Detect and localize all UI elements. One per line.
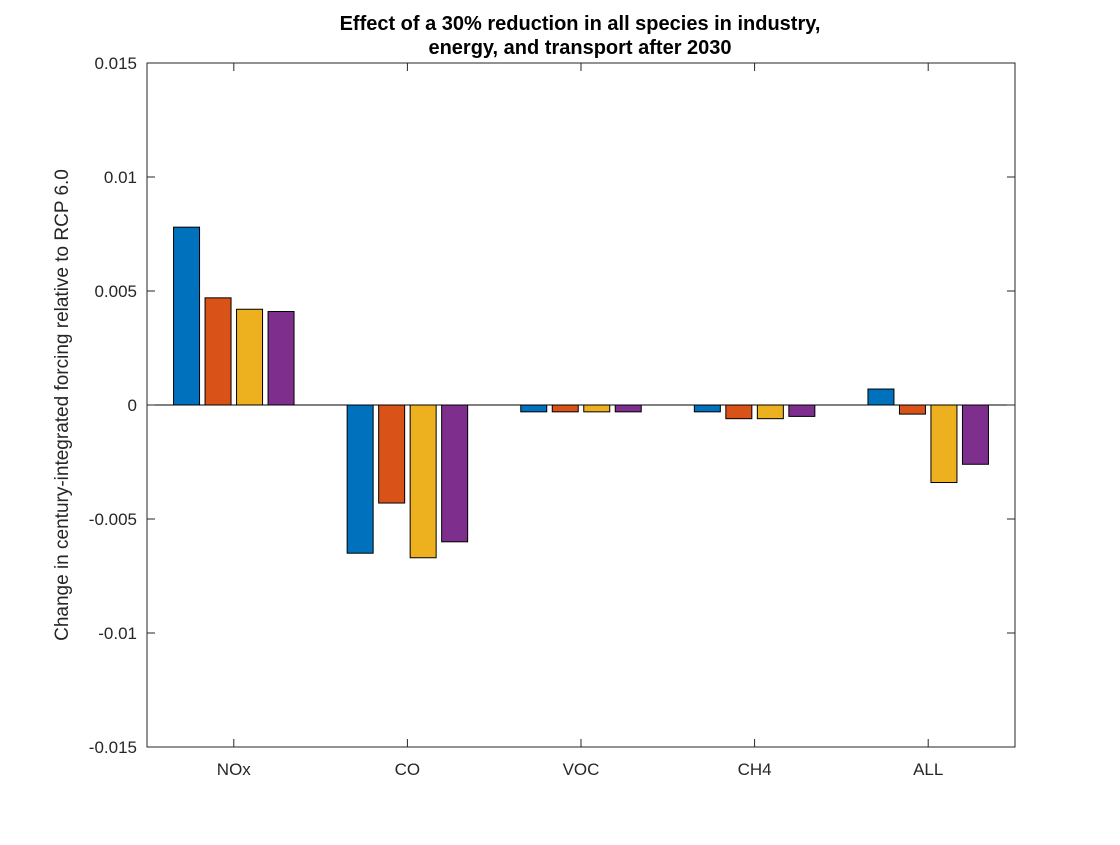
bar-voc-series-4 bbox=[614, 404, 642, 413]
bar-ch4-series-2 bbox=[725, 404, 753, 420]
bar-all-series-2 bbox=[898, 404, 926, 415]
bar-voc-series-1 bbox=[520, 404, 548, 413]
x-tick-label-ch4: CH4 bbox=[738, 760, 772, 779]
bar-co-series-4 bbox=[441, 404, 469, 543]
bar-co-series-3 bbox=[409, 404, 437, 559]
plot-area: -0.015 -0.01 -0.005 0 0.005 0.01 0.015 NOx CO VOC… bbox=[89, 54, 1016, 779]
x-tick-label-voc: VOC bbox=[563, 760, 600, 779]
y-axis-label: Change in century-integrated forcing rel… bbox=[52, 169, 73, 641]
bar-co-series-1 bbox=[346, 404, 374, 554]
bar-all-series-4 bbox=[961, 404, 989, 465]
y-tick-label: 0.005 bbox=[94, 282, 137, 301]
y-tick-label: 0.015 bbox=[94, 54, 137, 73]
bar-all-series-1 bbox=[867, 388, 895, 406]
x-tick-label-nox: NOx bbox=[217, 760, 252, 779]
bar-nox-series-3 bbox=[236, 308, 264, 406]
bar-co-series-2 bbox=[378, 404, 406, 504]
bar-nox-series-2 bbox=[204, 297, 232, 406]
chart-title-line-1: Effect of a 30% reduction in all species… bbox=[340, 13, 821, 35]
y-tick-label: -0.015 bbox=[89, 738, 137, 757]
bar-all-series-3 bbox=[930, 404, 958, 484]
chart-title-line-2: energy, and transport after 2030 bbox=[428, 37, 731, 59]
y-tick-label: -0.01 bbox=[98, 624, 137, 643]
bar-nox-series-4 bbox=[267, 311, 295, 406]
x-tick-label-all: ALL bbox=[913, 760, 943, 779]
y-tick-label: 0 bbox=[128, 396, 137, 415]
bar-ch4-series-4 bbox=[788, 404, 816, 417]
x-tick-label-co: CO bbox=[395, 760, 421, 779]
bar-voc-series-2 bbox=[551, 404, 579, 413]
bar-nox-series-1 bbox=[173, 226, 201, 406]
chart-title: Effect of a 30% reduction in all species… bbox=[340, 13, 821, 59]
bar-ch4-series-1 bbox=[693, 404, 721, 413]
y-tick-label: 0.01 bbox=[104, 168, 137, 187]
y-tick-label: -0.005 bbox=[89, 510, 137, 529]
bar-ch4-series-3 bbox=[756, 404, 784, 420]
bar-voc-series-3 bbox=[583, 404, 611, 413]
